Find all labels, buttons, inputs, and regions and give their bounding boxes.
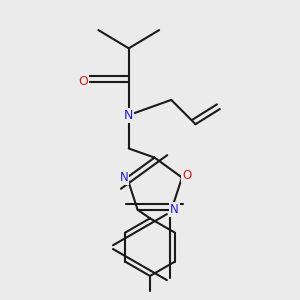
Text: O: O <box>78 75 88 88</box>
Text: O: O <box>182 169 191 182</box>
Text: N: N <box>120 171 128 184</box>
Text: N: N <box>124 109 134 122</box>
Text: N: N <box>170 203 179 216</box>
